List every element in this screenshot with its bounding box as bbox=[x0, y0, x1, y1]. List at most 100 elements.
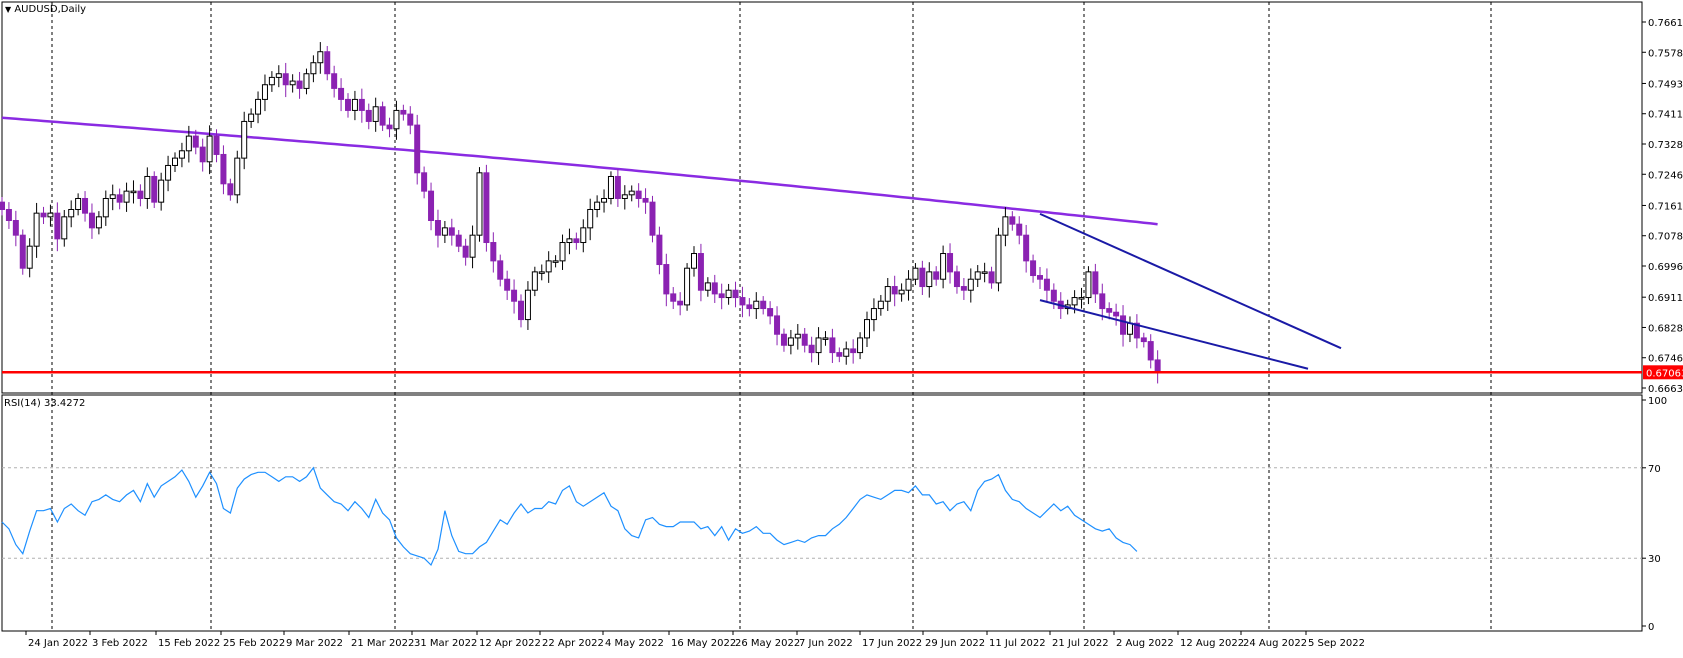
candle-bear bbox=[960, 286, 967, 291]
candle-bear bbox=[1016, 223, 1023, 236]
candle-bear bbox=[780, 333, 787, 346]
date-tick-label: 22 Apr 2022 bbox=[542, 638, 604, 649]
candle-bull bbox=[1078, 297, 1085, 300]
candle-bull bbox=[102, 197, 109, 218]
candle-bull bbox=[594, 201, 601, 210]
date-tick-label: 24 Jan 2022 bbox=[28, 638, 88, 649]
candle-bear bbox=[414, 124, 421, 174]
candle-bull bbox=[995, 234, 1002, 284]
candle-bear bbox=[345, 98, 351, 111]
date-tick-label: 2 Aug 2022 bbox=[1116, 638, 1174, 649]
candle-bear bbox=[0, 201, 5, 210]
candle-bull bbox=[47, 212, 54, 218]
candle-bear bbox=[732, 289, 739, 299]
falling-wedge-lines bbox=[1039, 212, 1342, 370]
candle-bear bbox=[677, 300, 684, 306]
candle-bear bbox=[1037, 275, 1043, 280]
candle-bull bbox=[206, 135, 213, 163]
candle-bull bbox=[545, 260, 552, 273]
candle-bear bbox=[635, 190, 642, 199]
candle-bull bbox=[393, 109, 400, 130]
candle-bull bbox=[241, 120, 248, 159]
candle-bear bbox=[697, 253, 704, 291]
candle-bull bbox=[144, 175, 151, 199]
candle-bull bbox=[864, 319, 870, 339]
rsi-panel-frame bbox=[1, 394, 1643, 632]
candle-bull bbox=[68, 208, 75, 218]
candle-bear bbox=[711, 282, 718, 295]
candle-bear bbox=[774, 315, 781, 335]
candle-bull bbox=[476, 172, 483, 236]
candle-bull bbox=[753, 300, 760, 310]
date-tick-label: 16 May 2022 bbox=[671, 638, 736, 649]
candle-bull bbox=[552, 260, 559, 263]
candle-bear bbox=[428, 190, 435, 222]
candle-bear bbox=[40, 212, 47, 218]
candle-bear bbox=[718, 293, 725, 299]
candle-bear bbox=[213, 135, 220, 155]
candle-bull bbox=[261, 84, 268, 100]
price-tick-label: 0.66635 bbox=[1648, 384, 1683, 395]
candle-bear bbox=[386, 124, 393, 130]
wedge-upper-line bbox=[1039, 212, 1342, 350]
candle-bear bbox=[1099, 293, 1106, 310]
date-tick-label: 17 Jun 2022 bbox=[862, 638, 922, 649]
chart-title: ▼ AUDUSD,Daily bbox=[5, 4, 87, 15]
wedge-lower-line bbox=[1039, 299, 1309, 370]
candle-bull bbox=[815, 337, 822, 354]
candle-bear bbox=[850, 348, 857, 354]
candle-bull bbox=[843, 348, 850, 357]
candle-bear bbox=[801, 333, 808, 346]
candle-bull bbox=[877, 300, 884, 310]
candle-bear bbox=[116, 194, 123, 203]
candle-bear bbox=[1043, 278, 1050, 291]
candle-bear bbox=[919, 267, 926, 288]
candle-bull bbox=[248, 113, 255, 122]
date-tick-label: 26 May 2022 bbox=[735, 638, 800, 649]
candle-bull bbox=[178, 150, 185, 159]
candle-bear bbox=[760, 300, 767, 310]
candle-bull bbox=[691, 253, 697, 269]
candle-bull bbox=[559, 242, 566, 262]
date-tick-label: 12 Aug 2022 bbox=[1180, 638, 1244, 649]
candle-bull bbox=[1002, 216, 1009, 236]
candle-bear bbox=[511, 289, 518, 302]
date-tick-label: 25 Feb 2022 bbox=[223, 638, 285, 649]
candle-bear bbox=[434, 220, 441, 236]
price-tick-label: 0.74935 bbox=[1648, 79, 1683, 90]
panel-frames bbox=[1, 1, 1643, 632]
candle-bull bbox=[538, 271, 545, 274]
price-tag-label: 0.67063 bbox=[1646, 368, 1683, 379]
candle-bear bbox=[933, 271, 940, 280]
candle-bull bbox=[289, 80, 296, 86]
candle-bear bbox=[1154, 359, 1161, 373]
candle-bear bbox=[649, 201, 656, 236]
candle-bull bbox=[580, 227, 587, 244]
candle-bull bbox=[607, 175, 614, 199]
candle-bear bbox=[891, 286, 898, 295]
candle-bull bbox=[75, 197, 82, 210]
price-tick-label: 0.73285 bbox=[1648, 140, 1683, 151]
candle-bull bbox=[303, 73, 310, 89]
candle-bear bbox=[656, 234, 663, 266]
candle-bull bbox=[926, 271, 933, 288]
candle-bear bbox=[151, 175, 158, 203]
candle-bear bbox=[1147, 341, 1154, 361]
candle-bull bbox=[172, 157, 178, 166]
candle-bear bbox=[358, 98, 365, 111]
candle-bull bbox=[704, 282, 711, 291]
candle-bear bbox=[220, 153, 227, 185]
candle-bull bbox=[822, 337, 829, 340]
candle-bear bbox=[227, 183, 234, 196]
candle-bull bbox=[628, 190, 635, 196]
candle-bear bbox=[137, 190, 144, 199]
date-tick-label: 24 Aug 2022 bbox=[1243, 638, 1307, 649]
candle-bull bbox=[255, 98, 262, 115]
candle-bull bbox=[940, 253, 947, 280]
